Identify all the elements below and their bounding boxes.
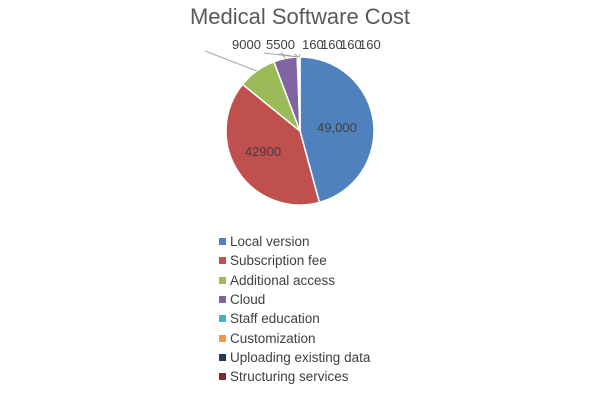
data-label-uploading-existing-data: 160	[340, 37, 362, 52]
pie-slice-structuring-services	[298, 56, 301, 132]
legend-swatch	[219, 257, 226, 265]
leader-line-additional-access	[204, 50, 257, 72]
chart-title: Medical Software Cost	[189, 4, 411, 29]
legend-swatch	[219, 334, 226, 342]
leader-line-uploading-existing-data	[293, 53, 300, 58]
data-label-subscription-fee: 42900	[245, 144, 281, 159]
legend-label: Uploading existing data	[230, 349, 371, 365]
legend-label: Structuring services	[230, 369, 349, 385]
legend-item-uploading-existing-data: Uploading existing data	[219, 348, 370, 367]
leader-line-customization	[277, 53, 299, 58]
legend-label: Additional access	[230, 272, 336, 288]
legend-label: Cloud	[230, 292, 266, 308]
legend-item-customization: Customization	[219, 328, 370, 347]
data-label-additional-access: 9000	[232, 37, 261, 52]
legend-swatch	[219, 315, 226, 323]
pie-slice-local-version	[299, 56, 375, 204]
data-label-structuring-services: 160	[359, 37, 381, 52]
pie-slice-subscription-fee	[225, 83, 321, 206]
pie-slices	[225, 56, 375, 206]
legend-swatch	[219, 238, 226, 246]
legend-swatch	[219, 373, 226, 381]
legend-label: Staff education	[230, 311, 320, 327]
data-label-customization: 160	[321, 37, 343, 52]
data-label-local-version: 49,000	[317, 120, 357, 135]
data-label-staff-education: 160	[302, 37, 324, 52]
legend-label: Customization	[230, 330, 316, 346]
legend-item-staff-education: Staff education	[219, 309, 370, 328]
legend-label: Local version	[230, 234, 310, 250]
leader-lines	[204, 50, 301, 72]
legend-label: Subscription fee	[230, 253, 327, 269]
data-label-cloud: 5500	[266, 37, 295, 52]
legend-swatch	[219, 276, 226, 284]
legend-item-local-version: Local version	[219, 232, 370, 251]
legend-item-cloud: Cloud	[219, 290, 370, 309]
legend-item-additional-access: Additional access	[219, 271, 370, 290]
legend-swatch	[219, 353, 226, 361]
chart-legend: Local version Subscription fee Additional …	[219, 232, 370, 386]
legend-swatch	[219, 296, 226, 304]
legend-item-structuring-services: Structuring services	[219, 367, 370, 386]
legend-item-subscription-fee: Subscription fee	[219, 251, 370, 270]
